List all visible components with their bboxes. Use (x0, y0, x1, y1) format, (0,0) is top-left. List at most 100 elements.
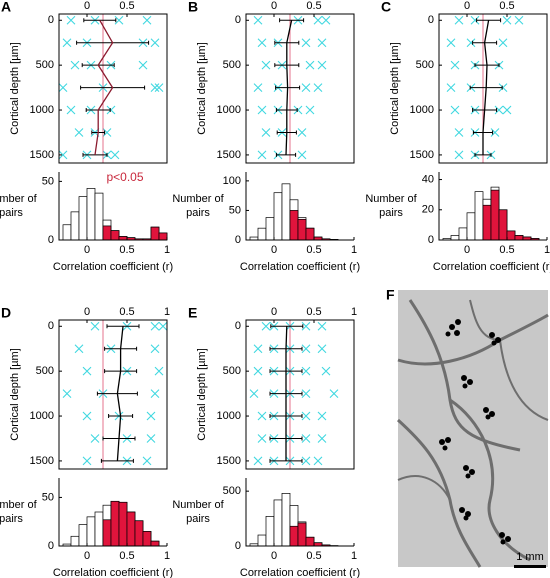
point (301, 389, 311, 398)
significant-bar (297, 218, 307, 241)
plot-frame (245, 13, 355, 164)
y-axis-label: Cortical depth [µm] (389, 42, 401, 135)
bar (265, 217, 275, 241)
bar (94, 192, 104, 241)
x-tick-label: 0 (271, 306, 277, 318)
point (470, 15, 480, 25)
x-axis-label: Correlation coefficient (r) (53, 567, 173, 578)
y-tick-label: 1000 (410, 104, 434, 116)
point (317, 321, 327, 331)
y-tick-label: 40 (422, 173, 434, 185)
x-axis-label: Correlation coefficient (r) (240, 261, 360, 273)
point (150, 83, 160, 92)
significant-bar (110, 500, 120, 547)
point (301, 411, 311, 421)
point (257, 105, 267, 115)
significant-bar (126, 511, 136, 547)
y-axis-label: pairs (0, 513, 23, 525)
point (321, 15, 331, 25)
x-tick-label: 0 (464, 244, 470, 256)
x-axis-label: Correlation coefficient (r) (433, 261, 550, 273)
error-bar (275, 152, 297, 157)
point (301, 434, 311, 443)
point (70, 60, 80, 70)
bar (450, 235, 460, 241)
point (102, 128, 112, 137)
point (154, 366, 164, 376)
bar (94, 511, 104, 547)
panel-label: A (1, 0, 11, 15)
panel-label: B (188, 0, 198, 15)
y-tick-label: 0 (48, 540, 54, 552)
error-bar (82, 152, 108, 157)
point (454, 128, 464, 137)
plot-frame (58, 13, 168, 164)
point (466, 38, 476, 48)
point (313, 15, 323, 25)
point (446, 38, 456, 48)
point (142, 456, 152, 466)
y-tick-label: 0 (48, 320, 54, 332)
x-tick-label: 0.5 (119, 244, 134, 256)
significant-bar (289, 210, 299, 241)
y-tick-label: 500 (36, 59, 54, 71)
y-tick-label: 500 (223, 365, 241, 377)
point (58, 150, 68, 160)
bar (86, 516, 96, 547)
y-axis-label: Number of (172, 193, 224, 205)
point (138, 60, 148, 70)
significant-bar (150, 226, 160, 241)
x-tick-label: 0.5 (119, 306, 134, 318)
point (317, 411, 327, 421)
error-bar (270, 324, 304, 329)
point (154, 83, 164, 92)
point (317, 60, 327, 70)
x-tick-label: 0 (84, 0, 90, 12)
bar (257, 534, 267, 547)
bar (281, 493, 291, 547)
point (297, 128, 307, 137)
bar (62, 224, 72, 241)
x-tick-label: 0 (464, 0, 470, 12)
y-axis-label: pairs (379, 207, 403, 219)
significant-bar (514, 235, 524, 241)
point (313, 456, 323, 466)
point (257, 38, 267, 48)
bar (78, 196, 88, 241)
point (305, 60, 315, 70)
significant-bar (305, 227, 315, 241)
y-tick-label: 0 (48, 14, 54, 26)
significant-bar (150, 540, 160, 547)
panel-label: E (188, 305, 197, 321)
y-tick-label: 1000 (217, 410, 241, 422)
significant-bar (118, 236, 128, 241)
y-axis-label: pairs (186, 513, 210, 525)
y-axis-label: pairs (186, 207, 210, 219)
y-axis-label: pairs (0, 207, 23, 219)
mean-line (116, 326, 124, 461)
point (150, 389, 160, 398)
annotation: p<0.05 (106, 170, 143, 184)
error-bar (83, 18, 117, 23)
point (450, 60, 460, 70)
point (142, 15, 152, 25)
error-bar (476, 18, 502, 23)
point (150, 321, 160, 331)
x-tick-label: 1 (351, 550, 357, 562)
point (66, 15, 76, 25)
plot-frame (438, 13, 548, 164)
point (74, 344, 84, 354)
x-tick-label: 0.5 (306, 306, 321, 318)
point (146, 434, 156, 443)
point (317, 38, 327, 48)
bar (78, 524, 88, 547)
x-tick-label: 1 (351, 244, 357, 256)
x-tick-label: 1 (544, 244, 550, 256)
x-tick-label: 0 (271, 0, 277, 12)
point (257, 411, 267, 421)
bar (273, 192, 283, 241)
bar (474, 191, 484, 241)
y-tick-label: 0 (235, 540, 241, 552)
point (249, 389, 259, 398)
